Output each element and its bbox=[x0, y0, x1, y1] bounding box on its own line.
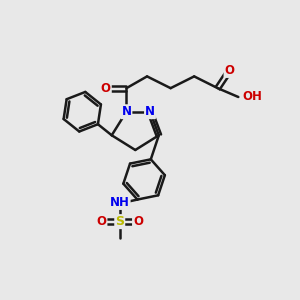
Text: OH: OH bbox=[243, 91, 262, 103]
Text: S: S bbox=[115, 215, 124, 228]
Text: N: N bbox=[145, 105, 155, 118]
Text: N: N bbox=[122, 105, 131, 118]
Text: O: O bbox=[101, 82, 111, 95]
Text: O: O bbox=[133, 215, 143, 228]
Text: O: O bbox=[97, 215, 106, 228]
Text: NH: NH bbox=[110, 196, 130, 209]
Text: O: O bbox=[224, 64, 235, 77]
